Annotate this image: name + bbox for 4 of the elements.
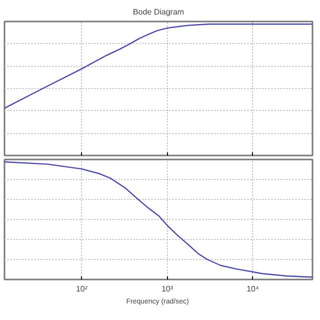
x-tick-label: 10² xyxy=(76,284,88,294)
x-tick-label: 10³ xyxy=(161,284,174,294)
x-tick-label: 10⁴ xyxy=(246,284,260,294)
chart-title: Bode Diagram xyxy=(132,8,184,16)
